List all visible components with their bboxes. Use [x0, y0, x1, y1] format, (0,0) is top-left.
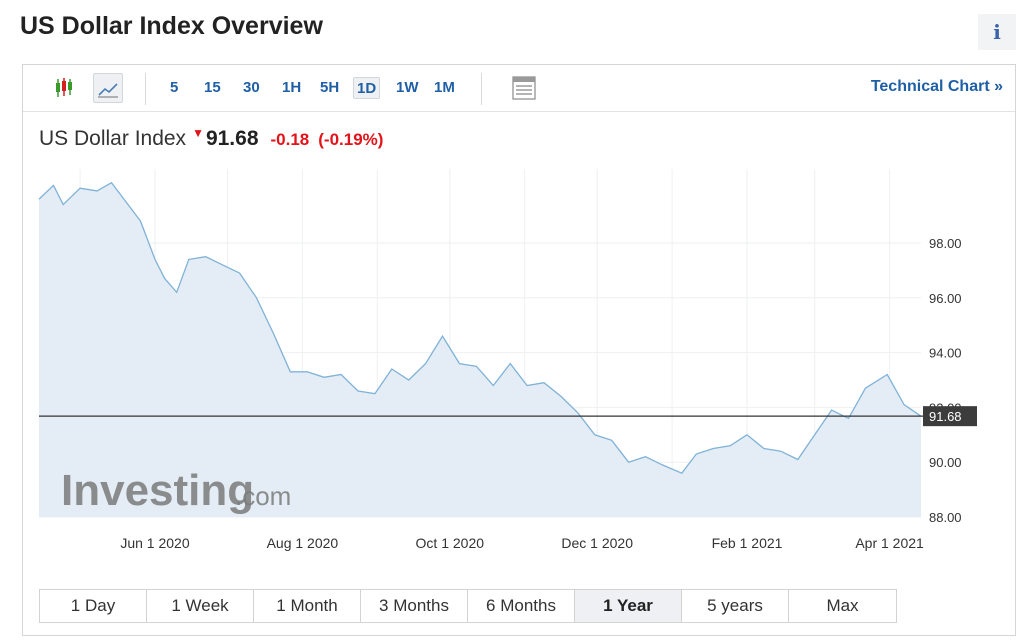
price-area	[39, 182, 921, 517]
last-price: 91.68	[205, 127, 259, 150]
candlestick-chart-button[interactable]	[49, 73, 79, 103]
price-change: -0.18	[270, 130, 310, 149]
watermark-suffix: .com	[235, 481, 291, 511]
y-tick-label: 94.00	[929, 346, 962, 361]
x-tick-label: Apr 1 2021	[855, 535, 924, 551]
x-tick-label: Aug 1 2020	[267, 535, 339, 551]
range-selector: 1 Day 1 Week 1 Month 3 Months 6 Months 1 Year…	[39, 589, 897, 623]
current-price-tag-label: 91.68	[929, 409, 962, 424]
range-button-3-months[interactable]: 3 Months	[361, 590, 468, 622]
range-button-1-week[interactable]: 1 Week	[147, 590, 254, 622]
chart-toolbar: 5 15 30 1H 5H 1D 1W 1M Technical Chart »	[23, 65, 1015, 112]
interval-1m[interactable]: 1M	[434, 79, 455, 96]
toolbar-separator	[481, 73, 482, 105]
price-line	[38, 181, 922, 474]
range-button-max[interactable]: Max	[826, 596, 859, 615]
y-tick-label: 98.00	[929, 236, 962, 251]
price-chart: Investing .com 98.0096.0094.0092.0090.00…	[38, 169, 977, 551]
x-tick-label: Feb 1 2021	[712, 535, 783, 551]
range-button-1-year[interactable]: 1 Year	[575, 590, 682, 622]
line-chart-button[interactable]	[93, 73, 123, 103]
current-price-tag: 91.68	[923, 406, 977, 427]
range-button-5-years[interactable]: 5 years	[682, 590, 789, 622]
y-tick-label: 88.00	[929, 510, 962, 525]
interval-1h[interactable]: 1H	[282, 79, 302, 96]
watermark-brand: Investing	[61, 466, 254, 515]
range-button-6-months[interactable]: 6 Months	[468, 590, 575, 622]
x-tick-label: Dec 1 2020	[561, 535, 633, 551]
interval-30[interactable]: 30	[243, 79, 260, 96]
info-button[interactable]: i	[978, 14, 1016, 50]
data-table-button[interactable]	[509, 73, 539, 103]
y-tick-label: 96.00	[929, 291, 962, 306]
x-tick-label: Jun 1 2020	[120, 535, 189, 551]
interval-5[interactable]: 5	[170, 79, 179, 96]
down-arrow-icon: ▼	[192, 126, 204, 140]
range-button-1-day[interactable]: 1 Day	[40, 590, 147, 622]
interval-1w[interactable]: 1W	[396, 79, 419, 96]
quote-header: US Dollar Index ▼91.68 -0.18 (-0.19%)	[39, 126, 384, 157]
price-change-percent: (-0.19%)	[318, 130, 384, 149]
x-tick-label: Oct 1 2020	[416, 535, 485, 551]
interval-15[interactable]: 15	[204, 79, 221, 96]
table-icon	[512, 76, 536, 100]
investing-watermark: Investing .com	[61, 466, 291, 515]
toolbar-separator	[145, 73, 146, 105]
interval-5h[interactable]: 5H	[320, 79, 340, 96]
interval-1d[interactable]: 1D	[353, 77, 381, 99]
current-price-tag-bg	[923, 406, 977, 427]
candlestick-icon	[56, 78, 72, 97]
technical-chart-link[interactable]: Technical Chart »	[870, 78, 1003, 95]
y-tick-label: 90.00	[929, 455, 962, 470]
page-title: US Dollar Index Overview	[20, 12, 323, 40]
range-button-1-month[interactable]: 1 Month	[254, 590, 361, 622]
instrument-name: US Dollar Index	[39, 127, 187, 150]
chart-panel: 5 15 30 1H 5H 1D 1W 1M Technical Chart »…	[22, 64, 1016, 636]
line-chart-icon	[98, 83, 118, 98]
